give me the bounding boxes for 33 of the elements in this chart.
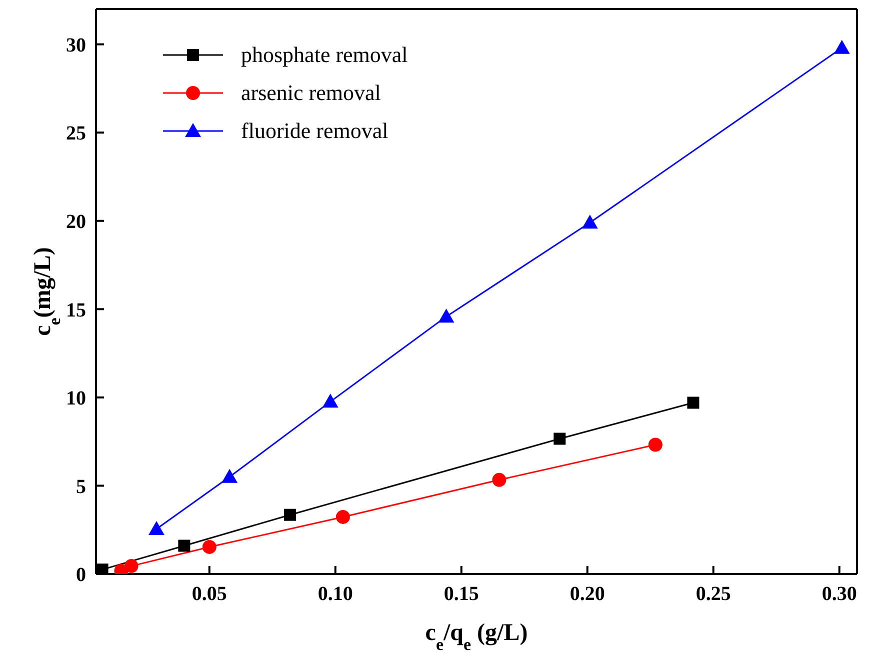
x-axis-title: c$_{e}$/q$_{e}$ (g/L) <box>425 620 528 654</box>
y-tick-label: 0 <box>76 564 86 586</box>
y-tick-label: 10 <box>66 388 86 410</box>
x-tick-label: 0.15 <box>444 583 479 606</box>
point <box>178 540 190 552</box>
point <box>322 394 338 408</box>
point <box>336 510 350 524</box>
point <box>582 214 598 229</box>
point <box>284 508 296 521</box>
point <box>96 564 108 574</box>
y-tick-label: 30 <box>66 34 86 56</box>
y-tick-label: 20 <box>66 210 86 233</box>
x-tick-label: 0.05 <box>192 583 227 606</box>
y-tick-label: 5 <box>76 476 86 498</box>
point <box>687 396 700 409</box>
point <box>124 559 138 574</box>
y-tick-label: 15 <box>66 299 86 322</box>
x-tick-label: 0.10 <box>318 583 353 606</box>
legend-label: fluoride removal <box>241 117 388 145</box>
point <box>554 432 566 445</box>
legend-label: arsenic removal <box>241 79 381 107</box>
legend-label: phosphate removal <box>241 41 408 69</box>
point <box>148 520 164 535</box>
x-tick-label: 0.20 <box>570 583 605 606</box>
point <box>222 468 238 483</box>
y-tick-label: 25 <box>66 122 86 145</box>
point <box>492 472 506 487</box>
point <box>438 308 454 323</box>
point <box>648 438 662 452</box>
x-tick-label: 0.25 <box>696 583 731 606</box>
point <box>202 540 216 554</box>
x-tick-label: 0.30 <box>822 583 857 606</box>
point <box>834 40 850 54</box>
